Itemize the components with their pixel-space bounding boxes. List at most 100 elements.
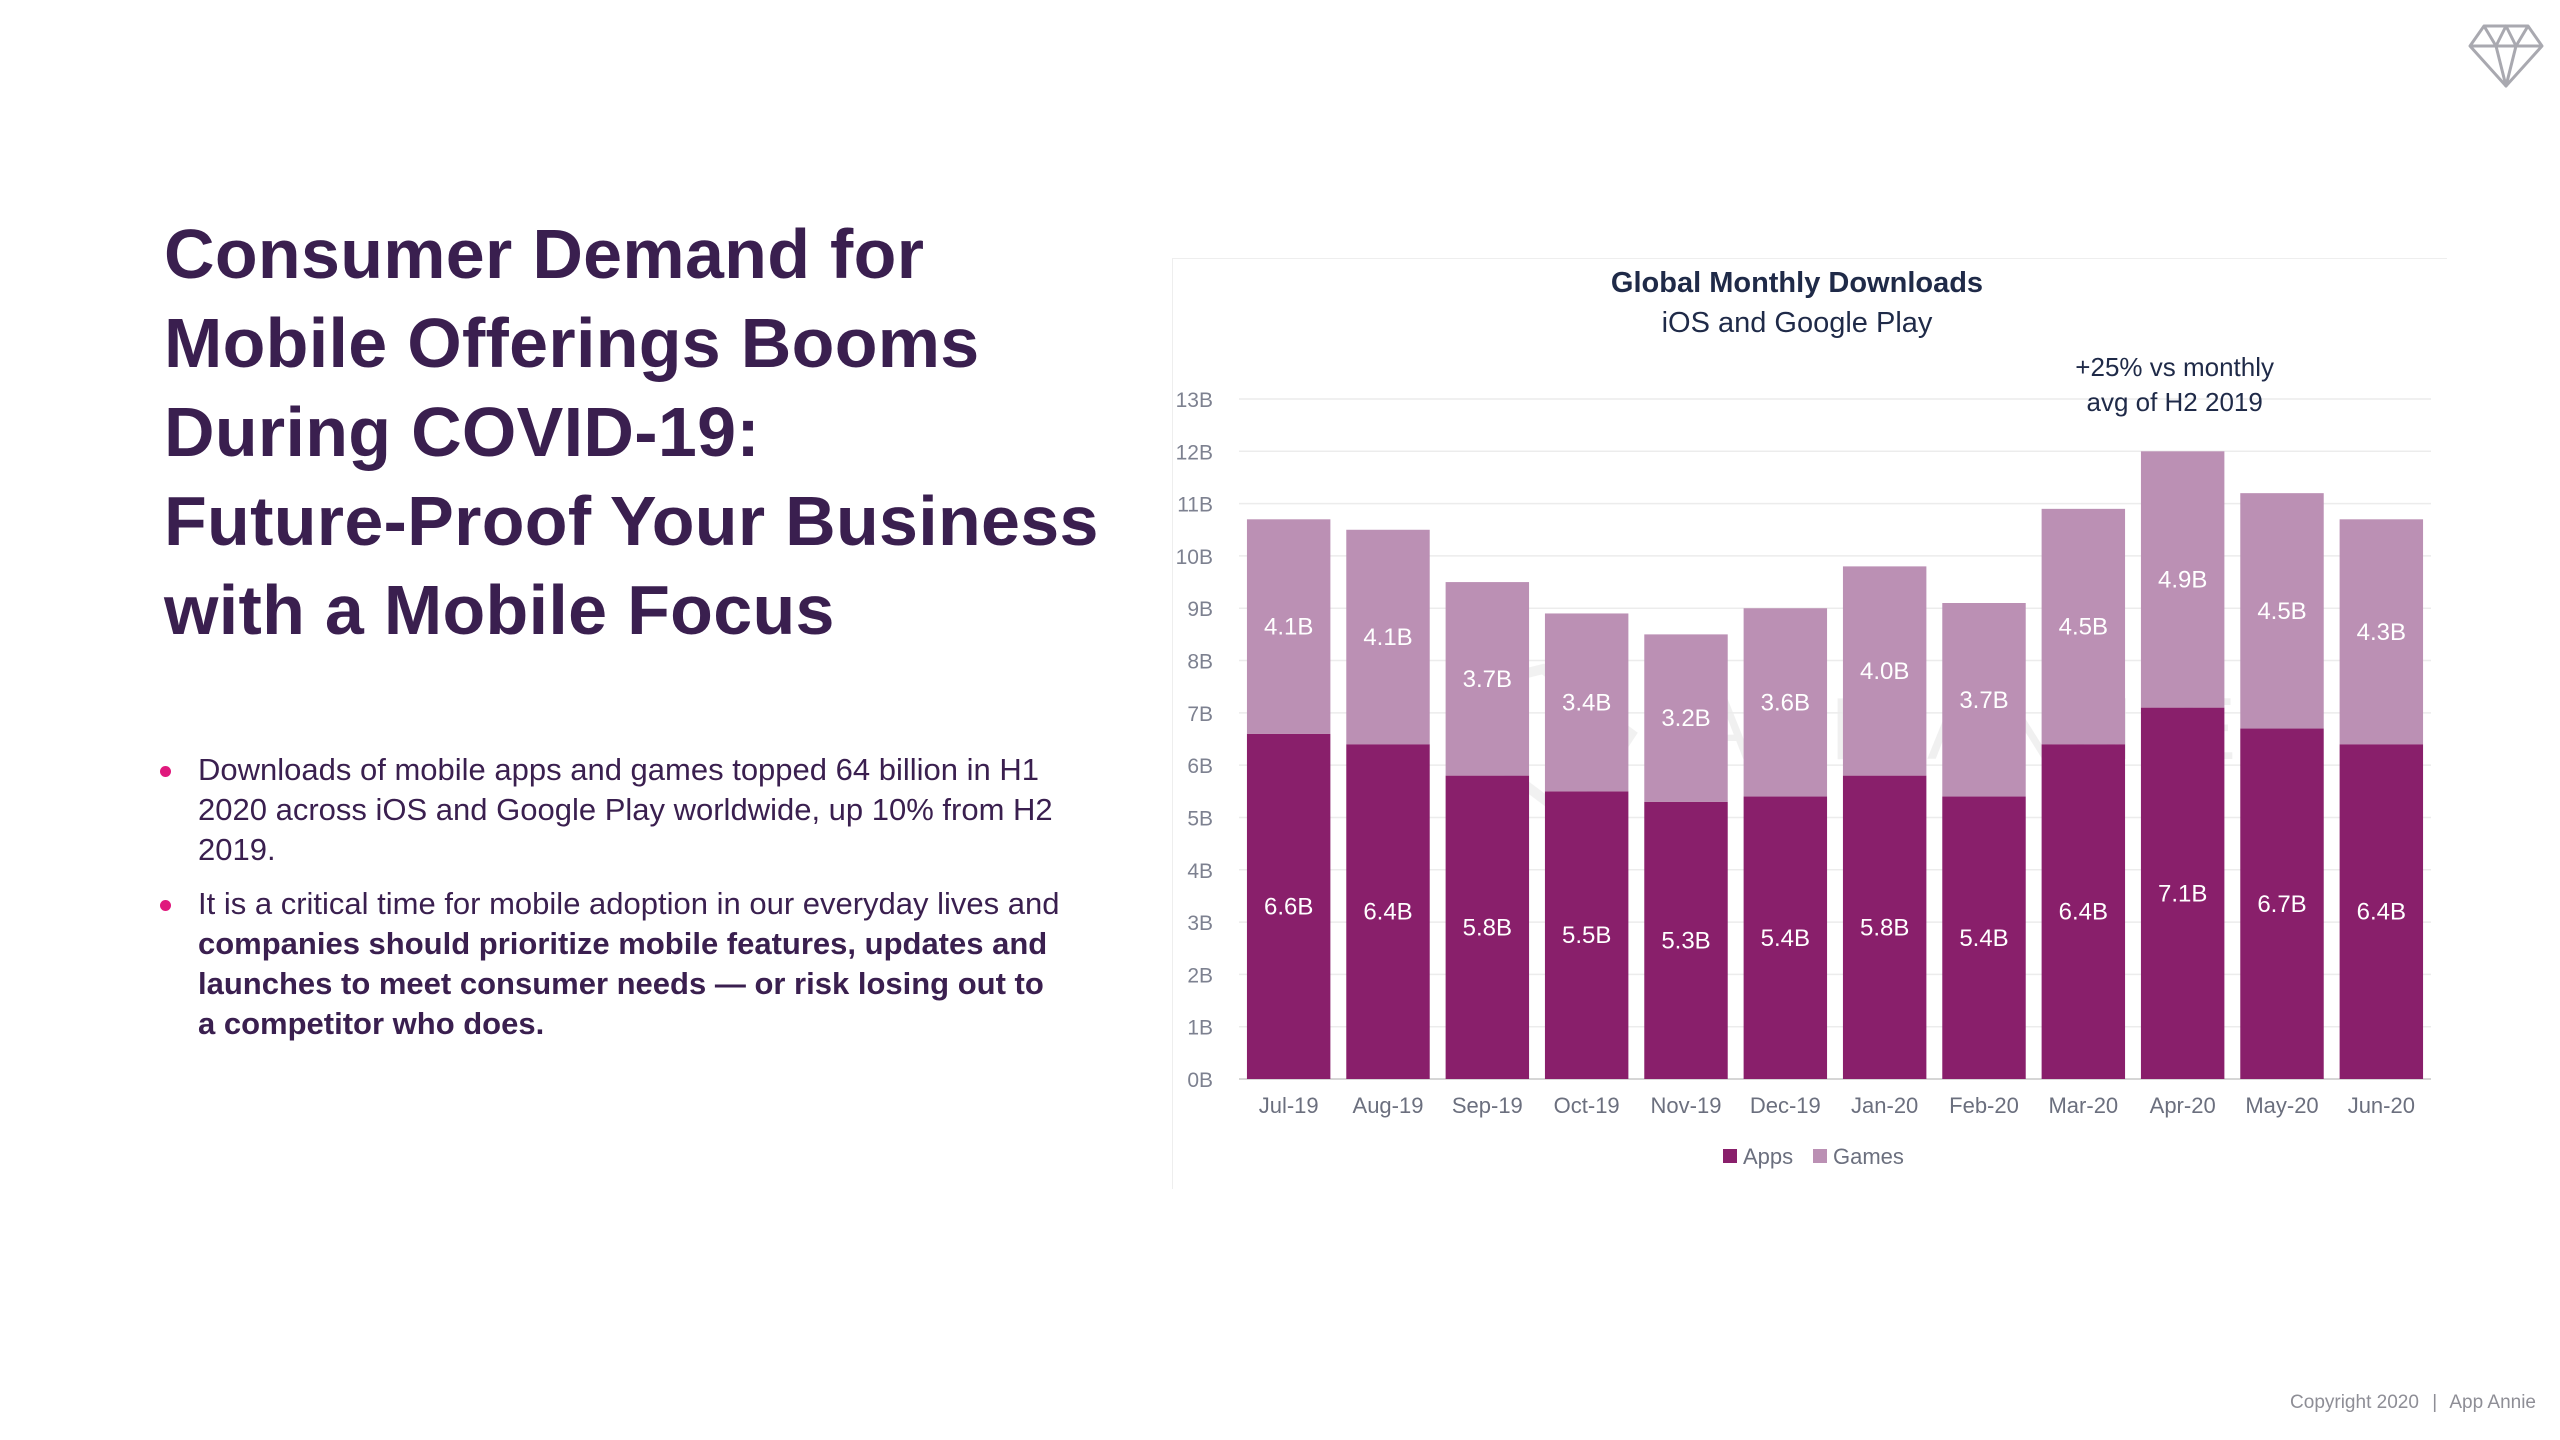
y-tick-label: 9B xyxy=(1187,598,1213,621)
data-label-games: 4.9B xyxy=(2158,566,2207,593)
data-label-apps: 6.4B xyxy=(2357,899,2406,926)
data-label-games: 3.6B xyxy=(1761,689,1810,716)
x-tick-label: Jun-20 xyxy=(2348,1093,2415,1118)
bar-games xyxy=(2339,519,2424,745)
chart-subtitle: iOS and Google Play xyxy=(1662,307,1933,339)
data-label-apps: 5.3B xyxy=(1661,927,1710,954)
bar-games xyxy=(2140,451,2225,708)
data-label-games: 4.5B xyxy=(2059,614,2108,641)
x-tick-label: Apr-20 xyxy=(2150,1093,2216,1118)
data-label-games: 4.3B xyxy=(2357,619,2406,646)
bar-apps xyxy=(2339,744,2424,1079)
y-tick-label: 2B xyxy=(1187,964,1213,987)
legend-label: Games xyxy=(1833,1144,1904,1169)
footer-copyright: Copyright 2020 | App Annie xyxy=(2290,1392,2536,1414)
bar-apps xyxy=(1942,796,2026,1079)
downloads-chart: APP ANNIE 6.6B4.1B6.4B4.1B5.8B3.7B5.5B3.… xyxy=(1176,267,2431,1169)
data-label-apps: 5.4B xyxy=(1761,925,1810,952)
x-tick-label: Aug-19 xyxy=(1353,1093,1424,1118)
bullet-text: It is a critical time for mobile adoptio… xyxy=(198,886,1060,921)
x-tick-label: May-20 xyxy=(2245,1093,2318,1118)
data-label-games: 3.4B xyxy=(1562,689,1611,716)
bullet-list: Downloads of mobile apps and games toppe… xyxy=(160,750,1060,1058)
chart-title: Global Monthly Downloads xyxy=(1611,267,1983,299)
data-label-apps: 6.4B xyxy=(2059,899,2108,926)
y-tick-label: 10B xyxy=(1176,546,1213,569)
bar-games xyxy=(2240,493,2324,729)
bar-apps xyxy=(1246,733,1331,1079)
x-tick-label: Jan-20 xyxy=(1851,1093,1918,1118)
bar-apps xyxy=(2140,707,2225,1079)
bar-apps xyxy=(1544,791,1629,1079)
bar-games xyxy=(1346,529,1430,745)
data-label-games: 4.0B xyxy=(1860,658,1909,685)
y-tick-label: 1B xyxy=(1187,1017,1213,1040)
data-label-apps: 5.5B xyxy=(1562,922,1611,949)
y-tick-label: 12B xyxy=(1176,441,1213,464)
y-tick-label: 8B xyxy=(1187,651,1213,674)
data-label-games: 4.1B xyxy=(1264,614,1313,641)
bar-apps xyxy=(1644,801,1728,1079)
x-tick-label: Dec-19 xyxy=(1750,1093,1821,1118)
bar-apps xyxy=(2041,744,2126,1079)
brand-name: App Annie xyxy=(2449,1392,2536,1413)
title-line: During COVID-19: xyxy=(164,393,760,471)
title-line: Mobile Offerings Booms xyxy=(164,304,980,382)
bar-apps xyxy=(2240,728,2324,1079)
diamond-icon xyxy=(2468,24,2544,88)
y-tick-label: 7B xyxy=(1187,703,1213,726)
bar-games xyxy=(1842,566,1927,776)
y-tick-label: 3B xyxy=(1187,912,1213,935)
x-tick-label: Feb-20 xyxy=(1949,1093,2019,1118)
bar-games xyxy=(1246,519,1331,734)
bullet-bold-text: companies should prioritize mobile featu… xyxy=(198,926,1048,1041)
data-label-games: 4.5B xyxy=(2257,598,2306,625)
data-label-apps: 5.4B xyxy=(1959,925,2008,952)
bar-games xyxy=(1445,582,1530,776)
bullet-dot-icon xyxy=(160,900,171,911)
bar-games xyxy=(1644,634,1728,802)
y-tick-label: 0B xyxy=(1187,1069,1213,1092)
title-line: Future-Proof Your Business xyxy=(164,482,1099,560)
page-title: Consumer Demand for Mobile Offerings Boo… xyxy=(164,210,1124,655)
chart-panel: APP ANNIE 6.6B4.1B6.4B4.1B5.8B3.7B5.5B3.… xyxy=(1172,258,2447,1189)
bar-games xyxy=(1544,613,1629,792)
bar-apps xyxy=(1445,775,1530,1079)
data-label-games: 3.7B xyxy=(1959,687,2008,714)
copyright-text: Copyright 2020 xyxy=(2290,1392,2419,1413)
data-label-apps: 7.1B xyxy=(2158,880,2207,907)
data-label-apps: 5.8B xyxy=(1860,914,1909,941)
y-tick-label: 4B xyxy=(1187,860,1213,883)
x-tick-label: Mar-20 xyxy=(2048,1093,2118,1118)
copyright-separator: | xyxy=(2432,1392,2438,1413)
legend-swatch xyxy=(1813,1149,1827,1163)
data-label-apps: 6.7B xyxy=(2257,891,2306,918)
data-label-games: 4.1B xyxy=(1363,624,1412,651)
y-tick-label: 6B xyxy=(1187,755,1213,778)
y-tick-label: 5B xyxy=(1187,807,1213,830)
x-tick-label: Oct-19 xyxy=(1554,1093,1620,1118)
x-tick-label: Nov-19 xyxy=(1651,1093,1722,1118)
x-tick-label: Jul-19 xyxy=(1259,1093,1319,1118)
title-line: Consumer Demand for xyxy=(164,215,925,293)
bar-games xyxy=(1743,608,1828,797)
data-label-apps: 6.6B xyxy=(1264,893,1313,920)
legend-label: Apps xyxy=(1743,1144,1793,1169)
bullet-item: Downloads of mobile apps and games toppe… xyxy=(160,750,1060,870)
title-line: with a Mobile Focus xyxy=(164,571,835,649)
y-tick-label: 11B xyxy=(1177,494,1213,517)
x-tick-label: Sep-19 xyxy=(1452,1093,1523,1118)
legend-swatch xyxy=(1723,1149,1737,1163)
data-label-apps: 5.8B xyxy=(1463,914,1512,941)
bar-apps xyxy=(1842,775,1927,1079)
data-label-games: 3.2B xyxy=(1661,705,1710,732)
bar-apps xyxy=(1346,744,1430,1079)
annotation-text: avg of H2 2019 xyxy=(2086,387,2262,417)
bullet-dot-icon xyxy=(160,766,171,777)
data-label-games: 3.7B xyxy=(1463,666,1512,693)
bar-apps xyxy=(1743,796,1828,1079)
bullet-item: It is a critical time for mobile adoptio… xyxy=(160,884,1060,1044)
y-tick-label: 13B xyxy=(1176,389,1213,412)
bar-games xyxy=(1942,603,2026,797)
